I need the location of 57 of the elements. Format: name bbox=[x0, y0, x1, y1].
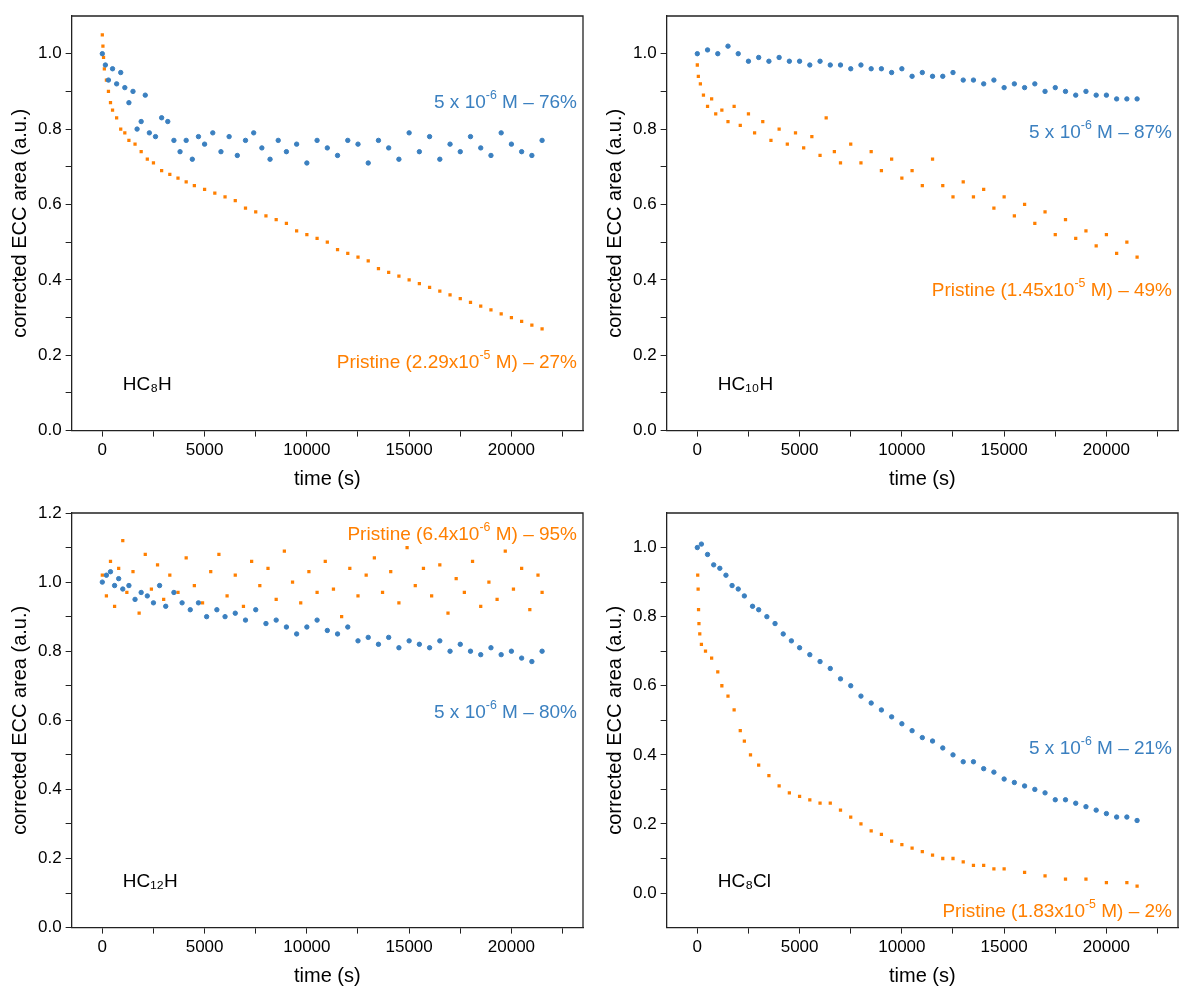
x-axis-title: time (s) bbox=[293, 963, 361, 986]
y-tick-label: 0.2 bbox=[37, 848, 62, 868]
y-axis-title: corrected ECC area (a.u.) bbox=[7, 605, 30, 835]
y-tick-label: 1.0 bbox=[632, 43, 657, 63]
y-axis-title: corrected ECC area (a.u.) bbox=[7, 108, 30, 338]
annotation: HC₈Cl bbox=[717, 870, 772, 892]
annotation: HC₁₂H bbox=[122, 870, 178, 892]
y-tick-label: 0.8 bbox=[632, 118, 657, 138]
x-tick-label: 15000 bbox=[980, 937, 1028, 957]
y-axis-title: corrected ECC area (a.u.) bbox=[602, 605, 625, 835]
y-tick-label: 0.6 bbox=[37, 194, 62, 214]
x-axis-title: time (s) bbox=[888, 466, 956, 489]
y-tick-label: 0.4 bbox=[632, 744, 657, 764]
x-axis-title: time (s) bbox=[293, 466, 361, 489]
y-tick-label: 0.8 bbox=[37, 640, 62, 660]
annotation: HC₁₀H bbox=[717, 373, 774, 395]
x-tick-label: 0 bbox=[692, 937, 703, 957]
y-tick-label: 0.0 bbox=[37, 917, 62, 937]
x-tick-label: 15000 bbox=[980, 440, 1028, 460]
x-tick-label: 15000 bbox=[385, 937, 433, 957]
x-tick-label: 10000 bbox=[878, 440, 926, 460]
x-tick-label: 15000 bbox=[385, 440, 433, 460]
x-tick-label: 0 bbox=[97, 440, 108, 460]
x-tick-label: 0 bbox=[97, 937, 108, 957]
y-tick-label: 0.6 bbox=[632, 194, 657, 214]
x-tick-label: 20000 bbox=[1082, 937, 1131, 957]
x-axis-title: time (s) bbox=[888, 963, 956, 986]
y-tick-label: 0.2 bbox=[632, 344, 657, 364]
y-tick-label: 1.2 bbox=[37, 502, 62, 522]
y-tick-label: 0.8 bbox=[632, 606, 657, 626]
x-tick-label: 5000 bbox=[780, 440, 819, 460]
x-tick-label: 20000 bbox=[487, 440, 536, 460]
y-tick-label: 0.0 bbox=[37, 420, 62, 440]
y-tick-label: 0.8 bbox=[37, 118, 62, 138]
x-tick-label: 0 bbox=[692, 440, 703, 460]
x-tick-label: 5000 bbox=[185, 937, 224, 957]
y-tick-label: 0.4 bbox=[37, 779, 62, 799]
y-tick-label: 0.0 bbox=[632, 420, 657, 440]
y-tick-label: 0.4 bbox=[37, 269, 62, 289]
x-tick-label: 5000 bbox=[185, 440, 224, 460]
y-tick-label: 1.0 bbox=[37, 43, 62, 63]
x-tick-label: 5000 bbox=[780, 937, 819, 957]
y-tick-label: 0.4 bbox=[632, 269, 657, 289]
annotation: HC₈H bbox=[122, 373, 172, 395]
y-tick-label: 0.6 bbox=[632, 675, 657, 695]
x-tick-label: 10000 bbox=[878, 937, 926, 957]
y-tick-label: 1.0 bbox=[632, 537, 657, 557]
y-tick-label: 0.0 bbox=[632, 882, 657, 902]
y-tick-label: 0.2 bbox=[632, 813, 657, 833]
x-tick-label: 20000 bbox=[487, 937, 536, 957]
y-tick-label: 0.2 bbox=[37, 344, 62, 364]
x-tick-label: 10000 bbox=[283, 440, 331, 460]
x-tick-label: 10000 bbox=[283, 937, 331, 957]
y-axis-title: corrected ECC area (a.u.) bbox=[602, 108, 625, 338]
y-tick-label: 1.0 bbox=[37, 571, 62, 591]
y-tick-label: 0.6 bbox=[37, 709, 62, 729]
x-tick-label: 20000 bbox=[1082, 440, 1131, 460]
